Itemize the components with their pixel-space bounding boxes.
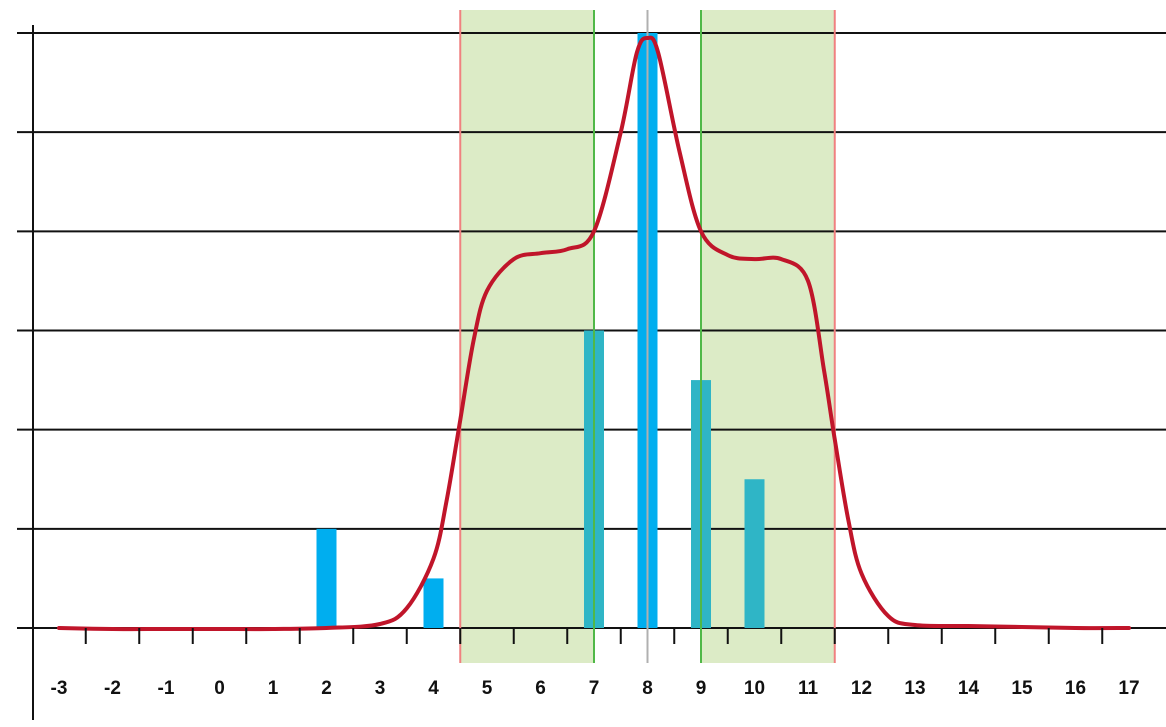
x-tick-label: 15 — [1011, 678, 1033, 699]
x-tick-label: -3 — [51, 678, 68, 699]
x-tick-label: 1 — [268, 678, 279, 699]
x-tick-label: 17 — [1118, 678, 1139, 699]
x-tick-label: 10 — [744, 678, 765, 699]
bar-2 — [316, 528, 337, 628]
x-tick-label: 12 — [851, 678, 872, 699]
x-tick-label: 3 — [375, 678, 386, 699]
x-tick-label: -2 — [104, 678, 121, 699]
x-tick-label: -1 — [158, 678, 175, 699]
curve-layer — [57, 35, 1131, 632]
x-tick-label: 16 — [1065, 678, 1086, 699]
shaded-region-1 — [701, 10, 835, 663]
axes — [32, 25, 1104, 720]
x-tick-label: 9 — [696, 678, 707, 699]
x-tick-labels: -3 -2 -1 0 1 2 3 4 5 6 7 8 9 10 11 12 13 14 15 16 17 — [51, 678, 1140, 699]
bar-10 — [744, 479, 765, 628]
x-tick-label: 6 — [535, 678, 546, 699]
shaded-regions — [460, 10, 835, 663]
distribution-curve — [57, 35, 1131, 632]
x-tick-label: 13 — [904, 678, 925, 699]
x-tick-label: 4 — [428, 678, 439, 699]
bar-4 — [423, 578, 444, 628]
x-tick-label: 7 — [589, 678, 600, 699]
x-tick-label: 11 — [798, 678, 819, 699]
x-tick-label: 2 — [321, 678, 332, 699]
x-tick-label: 0 — [214, 678, 225, 699]
x-tick-label: 5 — [482, 678, 493, 699]
x-tick-label: 8 — [642, 678, 653, 699]
x-tick-label: 14 — [958, 678, 980, 699]
shaded-region-0 — [460, 10, 594, 663]
reference-lines — [459, 10, 836, 663]
